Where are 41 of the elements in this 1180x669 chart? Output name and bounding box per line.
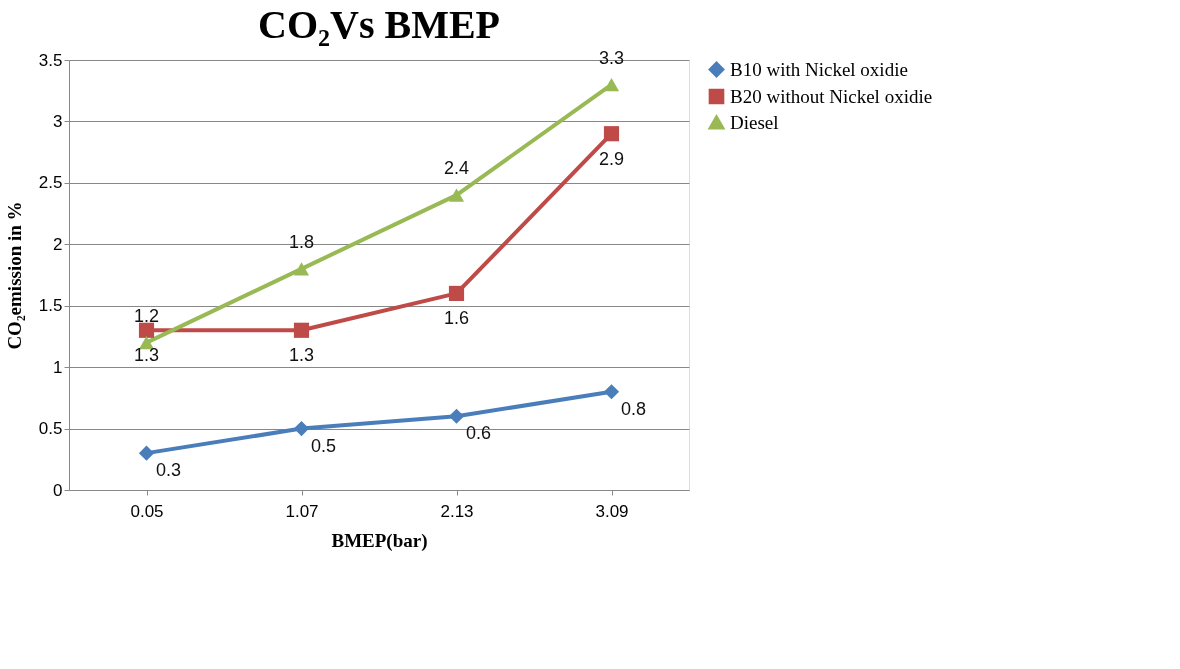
y-tick-label: 3.5: [38, 50, 63, 70]
data-label: 1.2: [133, 305, 160, 326]
data-label: 1.6: [443, 308, 470, 329]
point: [603, 384, 620, 400]
y-axis-title: CO₂emission in %: [3, 201, 25, 350]
point: [603, 126, 620, 142]
x-tick-label: 2.13: [440, 501, 474, 521]
y-tick-label: 0.5: [38, 419, 63, 439]
data-label: 0.5: [310, 435, 337, 456]
data-label: 3.3: [598, 47, 625, 68]
point: [448, 285, 465, 302]
y-tick-label: 2: [53, 234, 63, 254]
y-tick-label: 0: [53, 480, 63, 500]
point: [603, 78, 620, 92]
data-label: 1.8: [288, 231, 315, 252]
data-label: 0.8: [620, 398, 647, 419]
point: [293, 420, 310, 437]
x-tick-label: 3.09: [595, 501, 629, 521]
data-label: 2.9: [598, 148, 625, 169]
x-tick-label: 1.07: [285, 501, 319, 521]
y-tick-label: 1: [53, 357, 63, 377]
legend-label: B20 without Nickel oxidie: [730, 85, 933, 107]
point: [448, 188, 465, 202]
y-tick-label: 3: [53, 111, 63, 131]
x-axis-title: BMEP(bar): [331, 529, 428, 552]
chart-title: CO₂Vs BMEP: [258, 1, 500, 47]
legend-label: B10 with Nickel oxidie: [730, 58, 908, 80]
point: [138, 322, 155, 338]
data-label: 0.3: [155, 460, 182, 481]
point: [293, 262, 310, 276]
y-tick-label: 1.5: [38, 296, 63, 316]
data-label: 1.3: [133, 345, 160, 366]
legend-label: Diesel: [730, 111, 779, 133]
point: [448, 408, 465, 424]
data-label: 1.3: [288, 345, 315, 366]
x-tick-label: 0.05: [130, 501, 164, 521]
point: [293, 322, 310, 338]
y-tick-label: 2.5: [38, 173, 63, 193]
data-label: 2.4: [443, 158, 470, 179]
point: [138, 445, 155, 461]
data-label: 0.6: [465, 423, 492, 444]
